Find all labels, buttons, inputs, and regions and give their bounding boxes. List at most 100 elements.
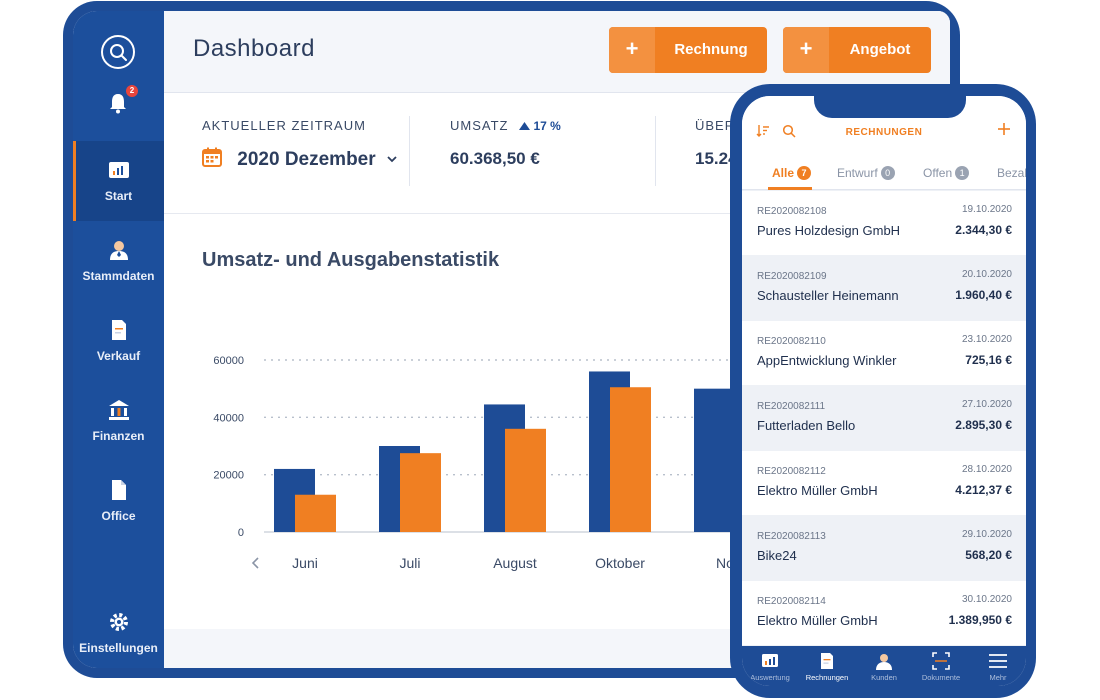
invoice-row[interactable]: RE2020082114 30.10.2020 Elektro Müller Gmb… (742, 581, 1026, 645)
bar (610, 387, 651, 532)
nav-auswertung[interactable]: Auswertung (742, 646, 798, 686)
tab-count: 7 (797, 166, 812, 180)
tab-entwurf[interactable]: Entwurf 0 (837, 166, 895, 180)
invoice-amount: 1.389,950 € (948, 613, 1012, 627)
chevron-left-icon[interactable] (251, 557, 259, 569)
sidebar-item-label: Einstellungen (79, 641, 158, 655)
nav-rechnungen[interactable]: Rechnungen (799, 646, 855, 686)
bar-chart: 60000 40000 20000 0 Juni Juli August Oktober No (213, 355, 950, 571)
invoice-date: 27.10.2020 (961, 399, 1012, 410)
search-icon[interactable] (101, 35, 135, 69)
kpi-label: UMSATZ 17 % (450, 118, 561, 133)
invoice-number: RE2020082112 (757, 466, 826, 477)
new-offer-button[interactable]: + Angebot (783, 27, 931, 73)
bell-icon[interactable] (107, 91, 129, 115)
invoice-date: 28.10.2020 (961, 464, 1012, 475)
phone-notch (814, 96, 966, 118)
invoice-date: 30.10.2020 (961, 594, 1012, 605)
sidebar-item-label: Verkauf (96, 349, 141, 363)
invoice-date: 23.10.2020 (961, 334, 1012, 345)
invoice-amount: 2.344,30 € (955, 223, 1012, 237)
invoice-number: RE2020082108 (757, 206, 827, 217)
invoice-amount: 1.960,40 € (955, 288, 1012, 302)
invoice-amount: 725,16 € (965, 353, 1012, 367)
bank-icon (108, 399, 130, 421)
kpi-label: AKTUELLER ZEITRAUM (202, 118, 366, 133)
tab-count: 1 (955, 166, 970, 180)
invoice-amount: 568,20 € (965, 548, 1012, 562)
sidebar-item-finanzen[interactable]: Finanzen (73, 381, 164, 461)
add-icon[interactable] (997, 122, 1011, 141)
plus-icon: + (609, 27, 655, 73)
invoice-number: RE2020082110 (757, 336, 826, 347)
customer-name: Bike24 (757, 548, 797, 563)
tab-label: Entwurf (837, 166, 878, 180)
sidebar: 2 Start Stammdaten Verkauf (73, 11, 164, 668)
nav-label: Auswertung (750, 673, 790, 682)
nav-kunden[interactable]: Kunden (856, 646, 912, 686)
sidebar-item-verkauf[interactable]: Verkauf (73, 301, 164, 381)
tab-bezahlt[interactable]: Bezahlt (997, 166, 1026, 180)
sidebar-item-einstellungen[interactable]: Einstellungen (73, 601, 164, 668)
revenue-label: UMSATZ (450, 118, 509, 133)
new-invoice-button[interactable]: + Rechnung (609, 27, 767, 73)
invoice-row[interactable]: RE2020082113 29.10.2020 Bike24 568,20 € (742, 516, 1026, 580)
sidebar-item-office[interactable]: Office (73, 461, 164, 541)
person-icon (875, 652, 893, 670)
file-icon (108, 479, 130, 501)
nav-label: Dokumente (921, 673, 961, 682)
invoice-row[interactable]: RE2020082112 28.10.2020 Elektro Müller Gmb… (742, 451, 1026, 515)
period-selector[interactable]: 2020 Dezember (202, 147, 397, 173)
page-title: Dashboard (193, 35, 315, 62)
calendar-icon (202, 147, 222, 173)
trend-up-indicator: 17 % (519, 119, 561, 133)
sidebar-item-start[interactable]: Start (73, 141, 164, 221)
x-tick-label: Juni (292, 555, 318, 571)
plus-icon: + (783, 27, 829, 73)
nav-label: Rechnungen (805, 673, 849, 682)
notification-badge: 2 (126, 85, 138, 97)
customer-name: Futterladen Bello (757, 418, 856, 433)
invoice-row[interactable]: RE2020082110 23.10.2020 AppEntwicklung Win… (742, 321, 1026, 385)
top-bar: Dashboard + Rechnung + Angebot (164, 11, 950, 93)
bar (694, 388, 735, 532)
period-value: 2020 Dezember (237, 149, 376, 170)
invoice-row[interactable]: RE2020082109 20.10.2020 Schausteller Heine… (742, 256, 1026, 320)
kpi-divider (409, 116, 410, 186)
nav-label: Mehr (989, 673, 1007, 682)
tab-alle[interactable]: Alle 7 (772, 166, 812, 180)
kpi-revenue: UMSATZ 17 % 60.368,50 € (450, 118, 561, 169)
invoice-number: RE2020082109 (757, 271, 827, 282)
nav-dokumente[interactable]: Dokumente (913, 646, 969, 686)
y-tick-label: 60000 (213, 355, 244, 367)
tab-label: Bezahlt (997, 166, 1026, 180)
chart-title: Umsatz- und Ausgabenstatistik (202, 249, 500, 271)
sidebar-item-stammdaten[interactable]: Stammdaten (73, 221, 164, 301)
invoice-date: 29.10.2020 (961, 529, 1012, 540)
invoice-row[interactable]: RE2020082111 27.10.2020 Futterladen Bello 2… (742, 386, 1026, 450)
customer-name: Elektro Müller GmbH (757, 613, 878, 628)
y-tick-label: 40000 (213, 412, 244, 424)
bar (400, 453, 441, 532)
trend-value: 17 % (533, 119, 561, 133)
x-tick-label: Juli (399, 555, 420, 571)
search-icon[interactable] (782, 124, 796, 143)
nav-mehr[interactable]: Mehr (970, 646, 1026, 686)
y-tick-label: 0 (238, 527, 244, 539)
sort-icon[interactable] (756, 124, 770, 143)
button-label: Rechnung (674, 41, 748, 58)
invoice-date: 19.10.2020 (961, 204, 1012, 215)
scan-icon (932, 652, 950, 670)
invoice-row[interactable]: RE2020082108 19.10.2020 Pures Holzdesign G… (742, 191, 1026, 255)
bar (505, 428, 546, 532)
sidebar-item-label: Start (104, 189, 133, 203)
document-icon (818, 652, 836, 670)
y-tick-label: 20000 (213, 470, 244, 482)
tab-offen[interactable]: Offen 1 (923, 166, 970, 180)
kpi-period: AKTUELLER ZEITRAUM 2020 Dezember (202, 118, 397, 173)
invoice-amount: 4.212,37 € (955, 483, 1012, 497)
invoice-number: RE2020082111 (757, 401, 826, 412)
tab-label: Offen (923, 166, 953, 180)
